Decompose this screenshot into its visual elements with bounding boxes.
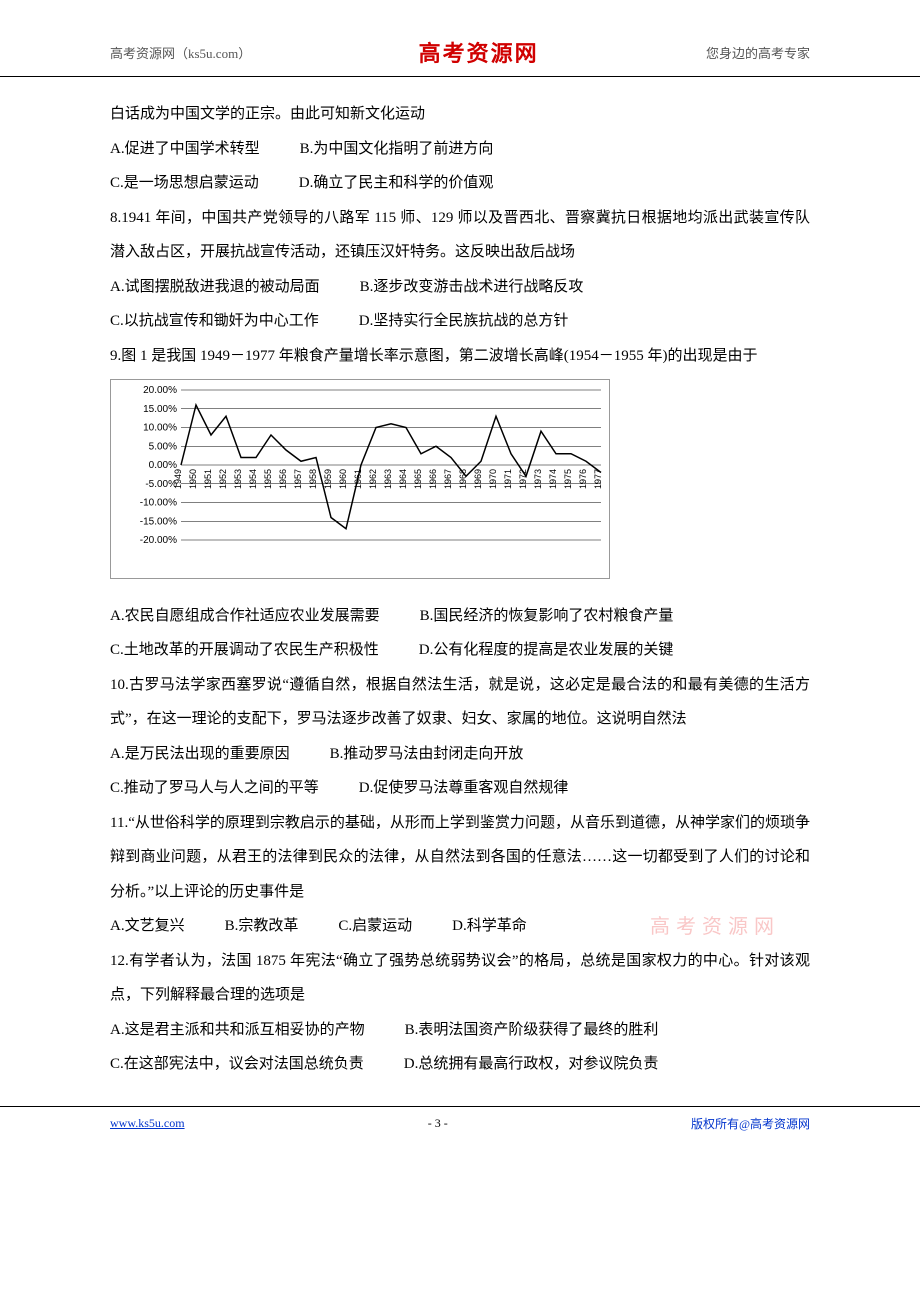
q8-option-d: D.坚持实行全民族抗战的总方针	[359, 304, 569, 339]
q12-options-row2: C.在这部宪法中，议会对法国总统负责 D.总统拥有最高行政权，对参议院负责	[110, 1047, 810, 1082]
page-header: 高考资源网（ks5u.com） 高考资源网 您身边的高考专家	[0, 0, 920, 77]
header-left-text: 高考资源网（ks5u.com）	[110, 43, 251, 62]
q10-option-b: B.推动罗马法由封闭走向开放	[330, 737, 524, 772]
q8-option-c: C.以抗战宣传和锄奸为中心工作	[110, 304, 319, 339]
q7-option-a: A.促进了中国学术转型	[110, 132, 260, 167]
q12-option-c: C.在这部宪法中，议会对法国总统负责	[110, 1047, 364, 1082]
header-center-logo: 高考资源网	[419, 36, 539, 68]
svg-text:1973: 1973	[533, 469, 543, 489]
q9-stem: 9.图 1 是我国 1949－1977 年粮食产量增长率示意图，第二波增长高峰(…	[110, 339, 810, 374]
q12-option-b: B.表明法国资产阶级获得了最终的胜利	[405, 1013, 659, 1048]
q9-options-row1: A.农民自愿组成合作社适应农业发展需要 B.国民经济的恢复影响了农村粮食产量	[110, 599, 810, 634]
grain-growth-chart-svg: 20.00%15.00%10.00%5.00%0.00%-5.00%-10.00…	[110, 379, 610, 579]
q10-option-d: D.促使罗马法尊重客观自然规律	[359, 771, 569, 806]
svg-text:1976: 1976	[578, 469, 588, 489]
q8-option-a: A.试图摆脱敌进我退的被动局面	[110, 270, 320, 305]
svg-text:1963: 1963	[383, 469, 393, 489]
svg-text:1964: 1964	[398, 469, 408, 489]
q10-option-a: A.是万民法出现的重要原因	[110, 737, 290, 772]
q12-options-row1: A.这是君主派和共和派互相妥协的产物 B.表明法国资产阶级获得了最终的胜利	[110, 1013, 810, 1048]
q11-option-c: C.启蒙运动	[338, 909, 412, 944]
q12-option-d: D.总统拥有最高行政权，对参议院负责	[404, 1047, 659, 1082]
svg-text:1967: 1967	[443, 469, 453, 489]
svg-text:1974: 1974	[548, 469, 558, 489]
q11-option-a: A.文艺复兴	[110, 909, 185, 944]
footer-page-number: - 3 -	[428, 1116, 448, 1131]
q9-chart: 20.00%15.00%10.00%5.00%0.00%-5.00%-10.00…	[110, 379, 810, 593]
svg-text:10.00%: 10.00%	[143, 423, 177, 434]
footer-url: www.ks5u.com	[110, 1116, 185, 1131]
q12-stem: 12.有学者认为，法国 1875 年宪法“确立了强势总统弱势议会”的格局，总统是…	[110, 944, 810, 1013]
q11-option-b: B.宗教改革	[225, 909, 299, 944]
exam-content: 白话成为中国文学的正宗。由此可知新文化运动 A.促进了中国学术转型 B.为中国文…	[0, 97, 920, 1082]
svg-text:1975: 1975	[563, 469, 573, 489]
q9-option-a: A.农民自愿组成合作社适应农业发展需要	[110, 599, 380, 634]
q7-options-row2: C.是一场思想启蒙运动 D.确立了民主和科学的价值观	[110, 166, 810, 201]
svg-text:1951: 1951	[203, 469, 213, 489]
svg-text:1958: 1958	[308, 469, 318, 489]
q11-options: A.文艺复兴 B.宗教改革 C.启蒙运动 D.科学革命	[110, 909, 810, 944]
svg-text:1959: 1959	[323, 469, 333, 489]
q7-option-d: D.确立了民主和科学的价值观	[299, 166, 494, 201]
page-footer: www.ks5u.com - 3 - 版权所有@高考资源网	[0, 1106, 920, 1162]
svg-text:1957: 1957	[293, 469, 303, 489]
q11-option-d: D.科学革命	[452, 909, 527, 944]
q10-stem: 10.古罗马法学家西塞罗说“遵循自然，根据自然法生活，就是说，这必定是最合法的和…	[110, 668, 810, 737]
svg-text:1970: 1970	[488, 469, 498, 489]
q7-option-b: B.为中国文化指明了前进方向	[300, 132, 494, 167]
q10-options-row1: A.是万民法出现的重要原因 B.推动罗马法由封闭走向开放	[110, 737, 810, 772]
svg-text:1949: 1949	[173, 469, 183, 489]
svg-text:15.00%: 15.00%	[143, 404, 177, 415]
q8-options-row2: C.以抗战宣传和锄奸为中心工作 D.坚持实行全民族抗战的总方针	[110, 304, 810, 339]
svg-text:1954: 1954	[248, 469, 258, 489]
svg-text:1953: 1953	[233, 469, 243, 489]
q8-options-row1: A.试图摆脱敌进我退的被动局面 B.逐步改变游击战术进行战略反攻	[110, 270, 810, 305]
q7-tail: 白话成为中国文学的正宗。由此可知新文化运动	[110, 97, 810, 132]
svg-text:-10.00%: -10.00%	[140, 498, 177, 509]
svg-text:20.00%: 20.00%	[143, 385, 177, 396]
q10-option-c: C.推动了罗马人与人之间的平等	[110, 771, 319, 806]
svg-text:1977: 1977	[593, 469, 603, 489]
svg-text:1965: 1965	[413, 469, 423, 489]
svg-text:1956: 1956	[278, 469, 288, 489]
svg-text:1962: 1962	[368, 469, 378, 489]
svg-text:1950: 1950	[188, 469, 198, 489]
q10-options-row2: C.推动了罗马人与人之间的平等 D.促使罗马法尊重客观自然规律	[110, 771, 810, 806]
q9-option-b: B.国民经济的恢复影响了农村粮食产量	[420, 599, 674, 634]
q9-option-c: C.土地改革的开展调动了农民生产积极性	[110, 633, 379, 668]
q7-options-row1: A.促进了中国学术转型 B.为中国文化指明了前进方向	[110, 132, 810, 167]
svg-text:1971: 1971	[503, 469, 513, 489]
header-right-tagline: 您身边的高考专家	[706, 43, 810, 62]
footer-copyright: 版权所有@高考资源网	[691, 1115, 810, 1132]
svg-text:5.00%: 5.00%	[149, 441, 177, 452]
q9-option-d: D.公有化程度的提高是农业发展的关键	[419, 633, 674, 668]
svg-text:1952: 1952	[218, 469, 228, 489]
svg-text:1966: 1966	[428, 469, 438, 489]
svg-text:1960: 1960	[338, 469, 348, 489]
svg-text:1969: 1969	[473, 469, 483, 489]
q8-stem: 8.1941 年间，中国共产党领导的八路军 115 师、129 师以及晋西北、晋…	[110, 201, 810, 270]
q12-option-a: A.这是君主派和共和派互相妥协的产物	[110, 1013, 365, 1048]
svg-text:-15.00%: -15.00%	[140, 516, 177, 527]
q11-stem: 11.“从世俗科学的原理到宗教启示的基础，从形而上学到鉴赏力问题，从音乐到道德，…	[110, 806, 810, 910]
q8-option-b: B.逐步改变游击战术进行战略反攻	[360, 270, 584, 305]
q9-options-row2: C.土地改革的开展调动了农民生产积极性 D.公有化程度的提高是农业发展的关键	[110, 633, 810, 668]
q7-option-c: C.是一场思想启蒙运动	[110, 166, 259, 201]
svg-text:-20.00%: -20.00%	[140, 535, 177, 546]
svg-text:1955: 1955	[263, 469, 273, 489]
